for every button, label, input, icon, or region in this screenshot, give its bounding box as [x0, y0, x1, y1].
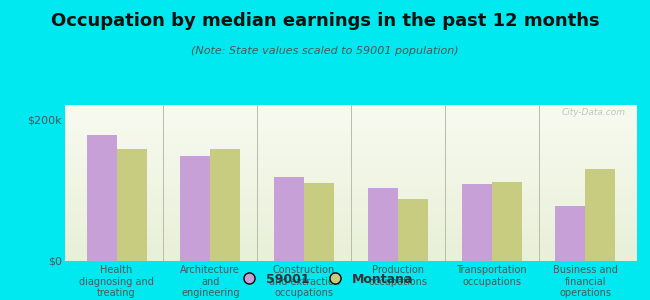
Bar [274, 177, 304, 261]
Bar [304, 183, 334, 261]
Bar [180, 156, 211, 261]
Bar [368, 188, 398, 261]
Bar [86, 135, 116, 261]
Bar [211, 149, 240, 261]
Text: Occupation by median earnings in the past 12 months: Occupation by median earnings in the pas… [51, 12, 599, 30]
Legend: 59001, Montana: 59001, Montana [231, 268, 419, 291]
Bar [462, 184, 491, 261]
Text: (Note: State values scaled to 59001 population): (Note: State values scaled to 59001 popu… [191, 46, 459, 56]
Bar [398, 199, 428, 261]
Bar [491, 182, 522, 261]
Bar [586, 169, 616, 261]
Bar [555, 206, 586, 261]
Bar [116, 149, 147, 261]
Text: City-Data.com: City-Data.com [562, 108, 625, 117]
